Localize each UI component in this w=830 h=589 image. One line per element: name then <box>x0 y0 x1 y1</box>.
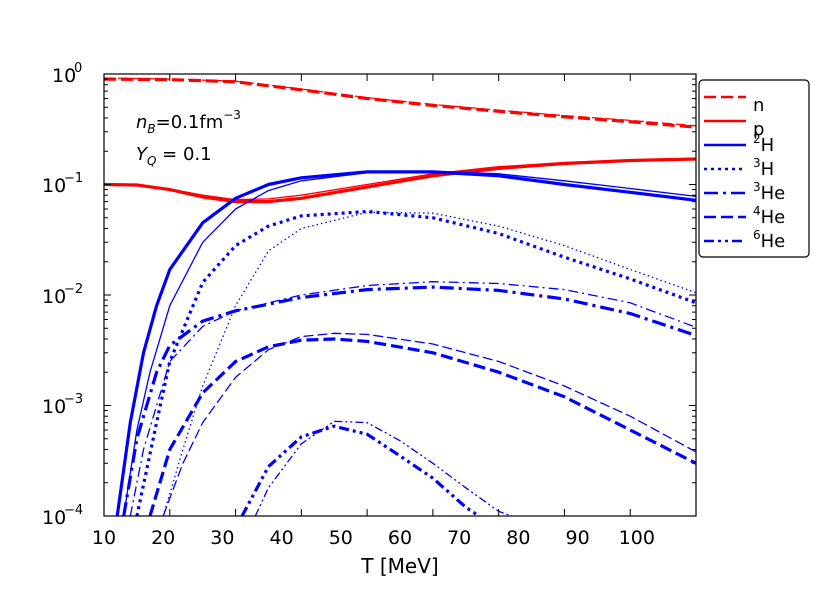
x-tick-label: 60 <box>388 527 412 549</box>
y-tick-label: 10 −4 <box>42 503 83 529</box>
x-axis-label: T [MeV] <box>360 554 438 578</box>
legend-label: 3He <box>753 180 785 204</box>
y-tick-exponent: 0 <box>74 61 82 76</box>
series-line-2h-thin <box>123 170 696 516</box>
density-annotation: nB=0.1fm−3 <box>136 108 241 136</box>
legend-box <box>698 79 810 258</box>
x-tick-label: 70 <box>447 527 471 549</box>
series-line-3h-thick <box>135 209 696 516</box>
x-tick-label: 20 <box>151 527 175 549</box>
x-tick-label: 100 <box>619 527 655 549</box>
x-tick-label: 40 <box>270 527 294 549</box>
series-line-3h-thin <box>162 211 696 516</box>
legend-label: p <box>753 119 764 140</box>
legend-label: 4He <box>753 204 785 228</box>
series-line-4he-thin <box>162 332 696 516</box>
legend-label: n <box>753 95 764 116</box>
y-tick-exponent: −4 <box>64 503 83 518</box>
x-tick-label: 30 <box>210 527 234 549</box>
legend: n p 2H 3H 3He 4He 6He <box>698 79 810 258</box>
tick-layer <box>103 73 697 517</box>
y-tick-exponent: −1 <box>64 171 83 186</box>
x-tick-label: 10 <box>92 527 116 549</box>
y-tick-base: 10 <box>42 286 66 308</box>
y-tick-base: 10 <box>42 396 66 418</box>
y-tick-exponent: −3 <box>64 392 83 407</box>
y-tick-base: 10 <box>42 507 66 529</box>
y-tick-base: 10 <box>52 65 76 87</box>
legend-label: 2H <box>753 132 774 156</box>
y-tick-label: 10 −3 <box>42 392 83 418</box>
series-line-6he-thick <box>240 424 480 516</box>
condition-annotation: nB=0.1fm−3 YQ = 0.1 <box>136 108 241 168</box>
y-tick-label: 10 0 <box>52 61 82 87</box>
series-line-3he-thick <box>122 285 696 516</box>
series-line-4he-thick <box>148 337 696 516</box>
y-tick-labels: 10 0 10 −1 10 −2 10 −3 10 −4 <box>42 61 83 529</box>
series-line-2h-thick <box>115 170 696 516</box>
x-tick-label: 90 <box>566 527 590 549</box>
y-tick-exponent: −2 <box>64 282 83 297</box>
series-layer <box>104 77 696 516</box>
y-tick-label: 10 −2 <box>42 282 83 308</box>
series-line-p-thin <box>104 157 696 201</box>
legend-label: 6He <box>753 228 785 252</box>
axes-frame <box>103 73 697 517</box>
charge-fraction-annotation: YQ = 0.1 <box>136 144 212 168</box>
series-line-6he-thin <box>254 420 513 516</box>
legend-lines <box>704 95 746 243</box>
series-line-3he-thin <box>129 281 696 516</box>
x-tick-label: 80 <box>506 527 530 549</box>
series-line-p-thick <box>104 157 696 204</box>
series-line-n-thick <box>104 77 696 129</box>
y-tick-label: 10 −1 <box>42 171 83 197</box>
x-tick-labels: 10 20 30 40 50 60 70 80 90 100 <box>92 527 655 549</box>
x-tick-label: 50 <box>329 527 353 549</box>
legend-label: 3H <box>753 156 774 180</box>
series-line-n-thin <box>104 77 696 127</box>
y-tick-base: 10 <box>42 175 66 197</box>
